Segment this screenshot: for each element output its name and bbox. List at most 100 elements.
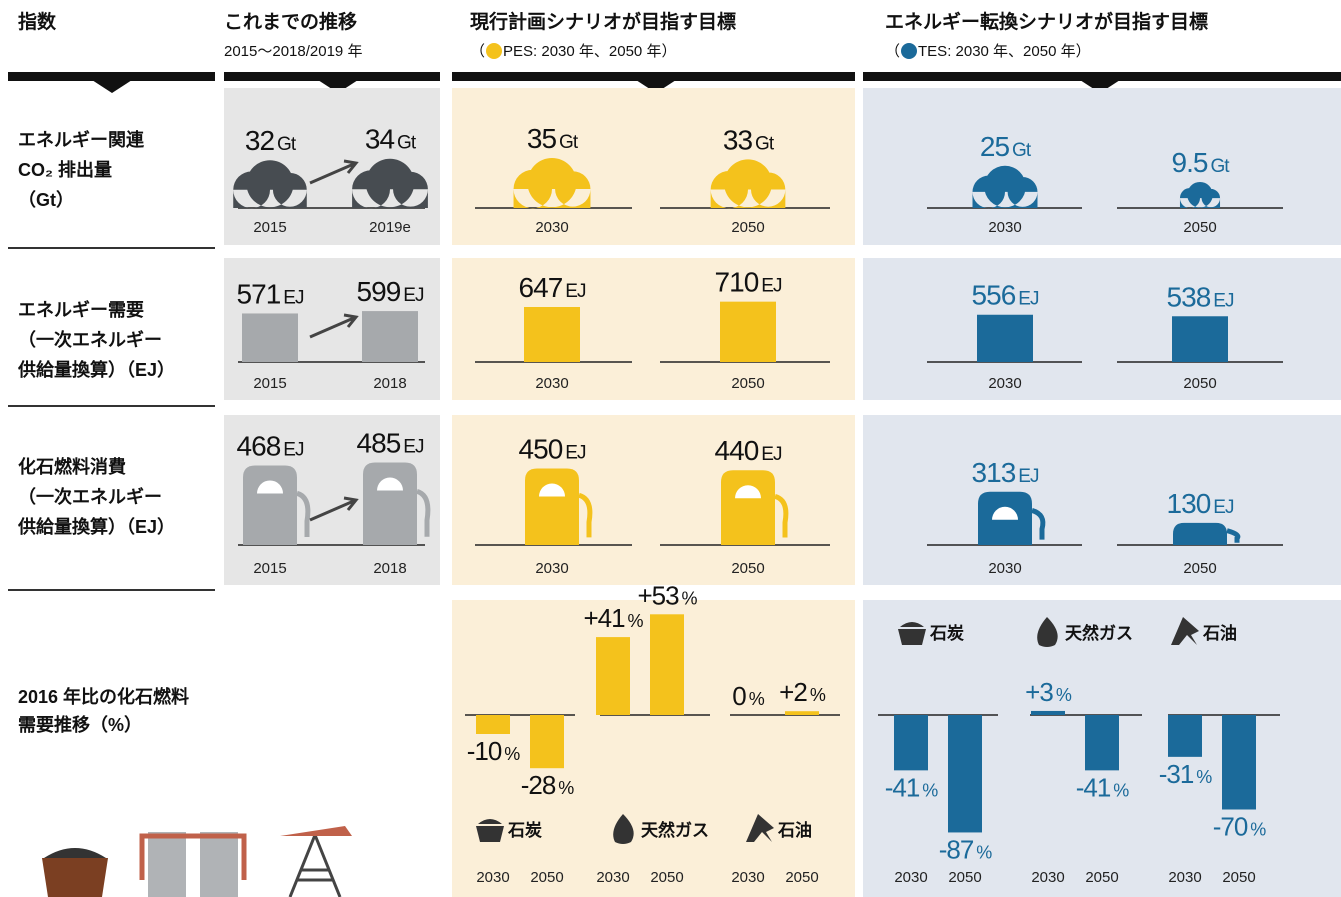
unit: % <box>628 611 644 631</box>
fuel-label: 天然ガス <box>1065 623 1133 643</box>
fuel-pump <box>243 465 297 545</box>
legend-dot <box>901 43 917 59</box>
row-label: 化石燃料消費 <box>18 456 126 477</box>
year-label: 2050 <box>650 869 683 886</box>
header-index: 指数 <box>18 10 57 33</box>
row-label: 供給量換算）（EJ） <box>17 516 175 537</box>
unit: EJ <box>283 439 304 460</box>
value: 25 <box>980 131 1010 162</box>
year-label: 2050 <box>948 869 981 886</box>
legend-dot <box>486 43 502 59</box>
year-label: 2050 <box>731 375 764 392</box>
unit: EJ <box>565 443 586 464</box>
year-label: 2030 <box>988 219 1021 236</box>
unit: EJ <box>1018 289 1039 310</box>
row-label: （一次エネルギー <box>18 329 162 350</box>
unit: EJ <box>1213 290 1234 311</box>
change-bar <box>476 715 510 734</box>
fuel-label: 天然ガス <box>641 820 709 840</box>
change-bar <box>1222 715 1256 810</box>
panel-bg <box>863 88 1341 245</box>
unit: % <box>558 778 574 798</box>
paren: （ <box>470 43 485 60</box>
bar <box>720 302 776 362</box>
row-label: （一次エネルギー <box>18 486 162 507</box>
unit: Gt <box>397 133 417 154</box>
year-label: 2050 <box>1183 375 1216 392</box>
header-subtitle: 2015〜2018/2019 年 <box>224 43 362 60</box>
year-label: 2030 <box>1031 869 1064 886</box>
year-label: 2015 <box>253 375 286 392</box>
year-label: 2015 <box>253 219 286 236</box>
fuel-label: 石油 <box>1202 623 1237 643</box>
year-label: 2050 <box>1085 869 1118 886</box>
value: -41 <box>885 772 920 802</box>
decor-icons <box>42 826 352 897</box>
year-label: 2050 <box>731 219 764 236</box>
value: 0 <box>732 681 746 711</box>
panel-bg <box>452 415 855 585</box>
year-label: 2030 <box>988 375 1021 392</box>
value: -10 <box>467 736 502 766</box>
unit: % <box>976 842 992 862</box>
change-bar <box>785 711 819 715</box>
row-label: 2016 年比の化石燃料 <box>18 686 189 707</box>
unit: EJ <box>761 444 782 465</box>
coal-icon <box>476 819 504 842</box>
unit: EJ <box>403 285 424 306</box>
fuel-label: 石炭 <box>507 820 542 840</box>
value: +53 <box>637 580 679 610</box>
panel-bg <box>863 415 1341 585</box>
change-bar <box>530 715 564 768</box>
coal-icon <box>898 622 926 645</box>
change-bar <box>894 715 928 770</box>
fuel-pump <box>363 463 417 545</box>
subtitle-text: TES: 2030 年、2050 年） <box>918 43 1091 60</box>
bar <box>524 307 580 362</box>
year-label: 2015 <box>253 560 286 577</box>
value: 538 <box>1167 281 1211 312</box>
pumpjack <box>290 835 340 897</box>
value: 450 <box>519 434 563 465</box>
year-label: 2030 <box>596 869 629 886</box>
value: 35 <box>527 123 557 154</box>
value: 647 <box>519 272 563 303</box>
paren: （ <box>885 43 900 60</box>
unit: EJ <box>403 437 424 458</box>
value: +2 <box>779 677 807 707</box>
header-bar <box>863 72 1341 81</box>
value: -28 <box>521 770 556 800</box>
coal-cart <box>42 858 108 897</box>
year-label: 2030 <box>988 560 1021 577</box>
fuel-pump <box>721 470 775 545</box>
year-label: 2030 <box>731 869 764 886</box>
value: 556 <box>972 280 1016 311</box>
year-label: 2050 <box>1183 560 1216 577</box>
panel-bg <box>452 258 855 400</box>
value: -31 <box>1159 759 1194 789</box>
subtitle-text: PES: 2030 年、2050 年） <box>503 43 676 60</box>
value: 468 <box>237 430 281 461</box>
value: 33 <box>723 124 753 155</box>
coal <box>44 848 106 858</box>
unit: Gt <box>559 132 579 153</box>
pumpjack-beam <box>280 826 352 836</box>
value: 313 <box>972 457 1016 488</box>
row-label: 需要推移（%） <box>18 714 142 735</box>
row-label: 供給量換算）（EJ） <box>17 359 175 380</box>
row-label: （Gt） <box>18 190 74 210</box>
header-title: エネルギー転換シナリオが目指す目標 <box>885 10 1208 33</box>
year-label: 2050 <box>731 560 764 577</box>
year-label: 2030 <box>535 375 568 392</box>
value: -87 <box>939 834 974 864</box>
year-label: 2050 <box>1183 219 1216 236</box>
value: 130 <box>1167 488 1211 519</box>
value: 34 <box>365 124 395 155</box>
unit: Gt <box>1210 156 1230 177</box>
year-label: 2018 <box>373 560 406 577</box>
unit: EJ <box>761 276 782 297</box>
panel-bg <box>863 258 1341 400</box>
year-label: 2019e <box>369 219 411 236</box>
value: 440 <box>715 435 759 466</box>
row-label: CO₂ 排出量 <box>18 159 112 180</box>
